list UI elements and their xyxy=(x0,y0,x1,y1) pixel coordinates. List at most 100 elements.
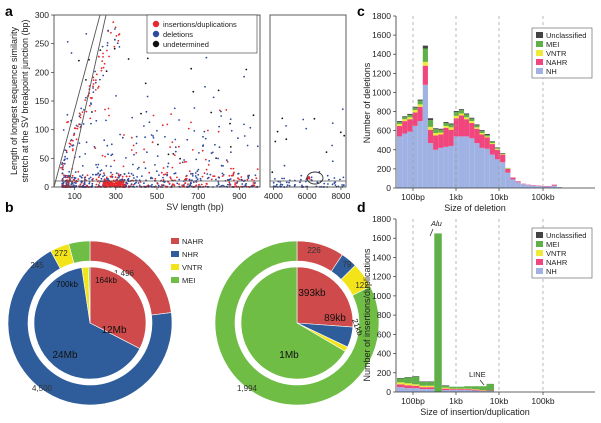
c-bar-segment xyxy=(479,147,485,188)
scatter-point xyxy=(227,179,230,181)
scatter-point xyxy=(71,182,74,185)
c-bar-segment xyxy=(417,121,423,188)
scatter-point xyxy=(120,181,123,184)
scatter-point xyxy=(92,79,95,81)
c-x-tick-label: 100kb xyxy=(531,192,554,202)
a-right-plot-frame xyxy=(269,14,347,188)
c-bar-segment xyxy=(510,177,516,180)
c-bar-segment xyxy=(438,128,444,130)
scatter-point xyxy=(118,182,121,185)
c-axes: 0 200 400 600 800 1000 1200 1400 1600 1800 100bp 1k… xyxy=(372,11,595,202)
c-bar-segment xyxy=(458,113,465,116)
scatter-point xyxy=(125,175,128,178)
d-bar-segment xyxy=(404,385,412,389)
scatter-point xyxy=(237,172,240,175)
b-legend: NAHR NHR VNTR MEI xyxy=(171,237,204,285)
scatter-point xyxy=(62,129,65,131)
scatter-point xyxy=(90,122,92,125)
c-bar-segment xyxy=(510,179,516,188)
c-bar-segment xyxy=(453,115,459,119)
scatter-point xyxy=(171,141,174,144)
scatter-point xyxy=(323,182,326,185)
scatter-point xyxy=(195,176,198,179)
c-legend-label: MEI xyxy=(546,40,559,49)
c-y-tick-label: 200 xyxy=(377,164,391,174)
b-del-count-label: 1,496 xyxy=(114,269,135,278)
scatter-point xyxy=(187,183,189,186)
scatter-point xyxy=(217,89,220,92)
scatter-point xyxy=(149,177,152,180)
scatter-point xyxy=(85,79,87,81)
scatter-point xyxy=(85,96,87,99)
scatter-point xyxy=(95,73,98,76)
scatter-point xyxy=(192,181,195,184)
scatter-point xyxy=(93,145,96,148)
scatter-point xyxy=(343,134,346,137)
d-bar-segment xyxy=(411,376,420,385)
c-y-tick-label: 1200 xyxy=(372,68,391,78)
scatter-point xyxy=(73,181,76,184)
scatter-point xyxy=(184,178,186,181)
scatter-point xyxy=(95,178,98,181)
b-ins-bp-label: 89kb xyxy=(324,313,346,324)
scatter-point xyxy=(113,38,116,41)
scatter-point xyxy=(281,183,284,186)
d-legend-swatch xyxy=(536,241,543,247)
scatter-point xyxy=(225,159,228,162)
scatter-point xyxy=(168,182,171,185)
scatter-point xyxy=(110,31,112,34)
c-bar-segment xyxy=(458,115,465,137)
d-bar-segment xyxy=(471,386,480,390)
scatter-point xyxy=(61,177,64,180)
scatter-point xyxy=(167,162,170,165)
scatter-point xyxy=(66,113,69,116)
c-bar-segment xyxy=(479,130,485,132)
scatter-point xyxy=(211,151,214,154)
scatter-point xyxy=(98,174,101,177)
d-legend-swatch xyxy=(536,232,543,238)
scatter-point xyxy=(181,161,184,164)
c-bar-segment xyxy=(427,129,434,144)
scatter-point xyxy=(308,176,311,179)
c-bar-segment xyxy=(489,154,495,188)
c-bar-segment xyxy=(427,120,434,127)
scatter-point xyxy=(203,172,206,175)
b-ins-count-label: 1,994 xyxy=(237,384,258,393)
scatter-point xyxy=(197,168,200,171)
scatter-point xyxy=(85,184,88,187)
scatter-point xyxy=(64,175,67,177)
scatter-point xyxy=(106,144,109,147)
c-bar-segment xyxy=(551,185,557,188)
scatter-point xyxy=(176,182,179,185)
scatter-point xyxy=(110,165,112,168)
c-bar-segment xyxy=(417,100,423,105)
scatter-point xyxy=(120,178,122,181)
a-legend-swatch-und xyxy=(152,40,160,48)
scatter-point xyxy=(127,172,130,175)
scatter-point xyxy=(327,183,329,185)
scatter-point xyxy=(205,168,208,171)
scatter-point xyxy=(135,152,138,154)
c-bar-segment xyxy=(422,84,428,188)
c-bar-segment xyxy=(484,136,490,138)
scatter-point xyxy=(254,182,256,184)
c-bar-segment xyxy=(474,127,480,129)
scatter-point xyxy=(193,130,196,132)
scatter-point xyxy=(103,62,106,65)
scatter-point xyxy=(256,168,259,171)
scatter-point xyxy=(245,68,248,71)
scatter-point xyxy=(143,161,145,164)
a-y-tick-label: 100 xyxy=(35,125,49,135)
scatter-point xyxy=(288,184,291,187)
scatter-point xyxy=(91,184,94,187)
scatter-point xyxy=(63,162,66,165)
scatter-point xyxy=(94,81,97,84)
scatter-point xyxy=(301,184,303,187)
scatter-point xyxy=(97,184,100,186)
scatter-point xyxy=(77,178,80,181)
scatter-point xyxy=(217,157,220,160)
scatter-point xyxy=(148,171,151,174)
scatter-point xyxy=(111,173,114,176)
c-bar-segment xyxy=(448,124,454,128)
